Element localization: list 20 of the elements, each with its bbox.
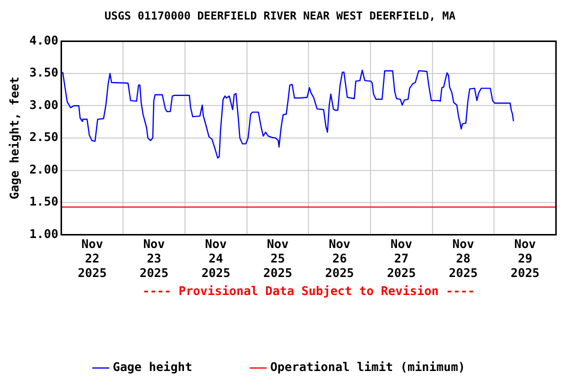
x-tick-label: Nov 23 2025 bbox=[140, 237, 169, 280]
x-tick-label: Nov 26 2025 bbox=[325, 237, 354, 280]
y-axis-title: Gage height, feet bbox=[7, 76, 22, 200]
y-tick-label: 3.50 bbox=[29, 66, 58, 80]
legend-label: Operational limit (minimum) bbox=[270, 360, 466, 374]
x-tick-label: Nov 22 2025 bbox=[78, 237, 107, 280]
y-tick-label: 2.50 bbox=[29, 130, 58, 144]
legend-label: Gage height bbox=[112, 360, 192, 374]
y-tick-label: 1.50 bbox=[29, 194, 58, 209]
y-tick-label: 4.00 bbox=[29, 33, 58, 48]
x-tick-label: Nov 27 2025 bbox=[386, 237, 416, 280]
y-tick-label: 3.00 bbox=[29, 98, 58, 112]
text: ---- Provisional Data Subject to Revision ---- bbox=[142, 284, 475, 298]
y-tick-label: 1.00 bbox=[29, 226, 58, 241]
y-tick-label: 2.00 bbox=[29, 162, 58, 176]
chart-title: USGS 01170000 DEERFIELD RIVER NEAR WEST DEERFIELD, MA bbox=[104, 9, 456, 22]
x-tick-label: Nov 29 2025 bbox=[510, 237, 540, 280]
x-tick-label: Nov 28 2025 bbox=[448, 237, 478, 280]
x-tick-label: Nov 25 2025 bbox=[263, 237, 292, 280]
x-tick-label: Nov 24 2025 bbox=[201, 237, 230, 280]
